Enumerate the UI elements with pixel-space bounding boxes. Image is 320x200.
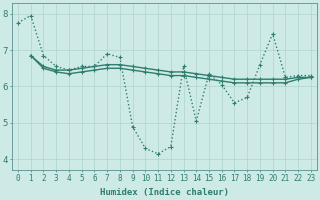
X-axis label: Humidex (Indice chaleur): Humidex (Indice chaleur) [100, 188, 229, 197]
